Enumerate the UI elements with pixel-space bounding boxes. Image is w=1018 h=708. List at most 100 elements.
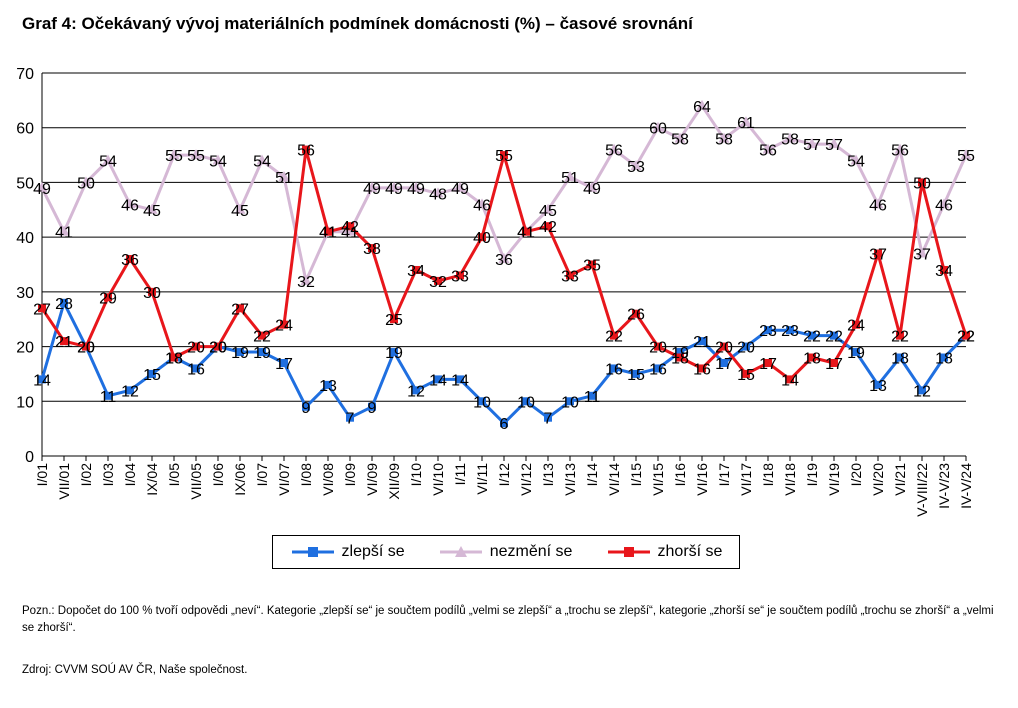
data-label: 18 xyxy=(165,351,183,368)
data-point xyxy=(60,298,68,307)
legend-label-worsen: zhorší se xyxy=(657,543,723,560)
data-point xyxy=(742,342,750,351)
x-tick-label: I/05 xyxy=(166,463,182,487)
data-point xyxy=(610,364,618,373)
x-tick-label: I/02 xyxy=(78,463,94,487)
data-label: 51 xyxy=(561,170,579,187)
x-tick-label: VI/09 xyxy=(364,463,380,496)
data-point xyxy=(432,187,444,198)
data-label: 57 xyxy=(803,137,821,154)
data-label: 37 xyxy=(913,247,931,264)
data-label: 20 xyxy=(77,340,95,357)
data-point xyxy=(632,309,640,318)
data-label: 23 xyxy=(759,323,777,340)
data-point xyxy=(764,326,772,335)
data-label: 20 xyxy=(737,340,755,357)
data-label: 19 xyxy=(231,345,249,362)
data-label: 16 xyxy=(605,361,623,378)
data-label: 20 xyxy=(649,340,667,357)
data-label: 27 xyxy=(231,301,249,318)
data-label: 28 xyxy=(55,296,73,313)
legend-item-improve: zlepší se xyxy=(290,543,405,561)
legend-marker-worsen xyxy=(607,547,650,557)
data-point xyxy=(786,375,794,384)
data-label: 24 xyxy=(275,318,293,335)
x-tick-label: VI/14 xyxy=(606,463,622,496)
data-label: 30 xyxy=(143,285,161,302)
data-label: 22 xyxy=(891,329,909,346)
data-point xyxy=(916,247,928,258)
data-label: 7 xyxy=(544,411,553,428)
data-label: 18 xyxy=(165,351,183,368)
data-label: 18 xyxy=(891,351,909,368)
data-point xyxy=(58,225,70,236)
data-label: 55 xyxy=(165,148,183,165)
x-tick-label: I/04 xyxy=(122,463,138,487)
x-tick-label: VI/15 xyxy=(650,463,666,496)
data-point xyxy=(412,265,420,274)
data-label: 17 xyxy=(759,356,777,373)
data-point xyxy=(344,225,356,236)
data-point xyxy=(126,255,134,264)
data-point xyxy=(764,358,772,367)
data-label: 15 xyxy=(143,367,161,384)
data-point xyxy=(896,353,904,362)
data-point xyxy=(170,353,178,362)
data-point xyxy=(698,337,706,346)
data-label: 53 xyxy=(627,159,645,176)
x-tick-label: VII/01 xyxy=(56,463,72,500)
data-label: 20 xyxy=(715,340,733,357)
data-point xyxy=(522,227,530,236)
data-point xyxy=(302,402,310,411)
data-label: 9 xyxy=(368,400,377,417)
data-label: 46 xyxy=(935,197,953,214)
x-tick-label: I/10 xyxy=(408,463,424,487)
data-label: 54 xyxy=(209,154,227,171)
data-label: 41 xyxy=(517,225,535,242)
data-label: 12 xyxy=(913,383,931,400)
legend-square-worsen xyxy=(623,547,634,557)
data-label: 58 xyxy=(781,132,799,149)
data-label: 15 xyxy=(627,367,645,384)
data-label: 23 xyxy=(781,323,799,340)
x-tick-label: IX/06 xyxy=(232,463,248,496)
data-label: 42 xyxy=(539,219,557,236)
data-point xyxy=(258,331,266,340)
data-point xyxy=(456,271,464,280)
data-point xyxy=(236,304,244,313)
data-point xyxy=(368,244,376,253)
data-point xyxy=(498,253,510,264)
data-label: 19 xyxy=(385,345,403,362)
legend-triangle-nochange xyxy=(454,546,467,557)
data-point xyxy=(828,138,840,149)
data-point xyxy=(674,132,686,143)
data-point xyxy=(192,342,200,351)
data-point xyxy=(278,170,290,181)
data-label: 56 xyxy=(891,143,909,160)
data-point xyxy=(698,364,706,373)
data-label: 9 xyxy=(302,400,311,417)
data-label: 46 xyxy=(473,197,491,214)
x-tick-label: VI/08 xyxy=(320,463,336,496)
x-tick-label: XII/09 xyxy=(386,463,402,500)
data-point xyxy=(586,181,598,192)
data-label: 6 xyxy=(500,416,509,433)
data-point xyxy=(126,386,134,395)
data-label: 20 xyxy=(77,340,95,357)
data-label: 49 xyxy=(407,181,425,198)
data-label: 49 xyxy=(385,181,403,198)
data-label: 41 xyxy=(319,225,337,242)
data-label: 58 xyxy=(671,132,689,149)
data-label: 46 xyxy=(869,197,887,214)
data-point xyxy=(564,170,576,181)
x-tick-label: I/20 xyxy=(848,463,864,487)
data-point xyxy=(390,348,398,357)
data-point xyxy=(588,391,596,400)
data-point xyxy=(102,154,114,165)
data-label: 11 xyxy=(584,389,601,406)
x-tick-label: VI/12 xyxy=(518,463,534,496)
legend-square-improve xyxy=(307,547,318,557)
data-point xyxy=(874,380,882,389)
y-tick-label: 70 xyxy=(16,66,34,83)
